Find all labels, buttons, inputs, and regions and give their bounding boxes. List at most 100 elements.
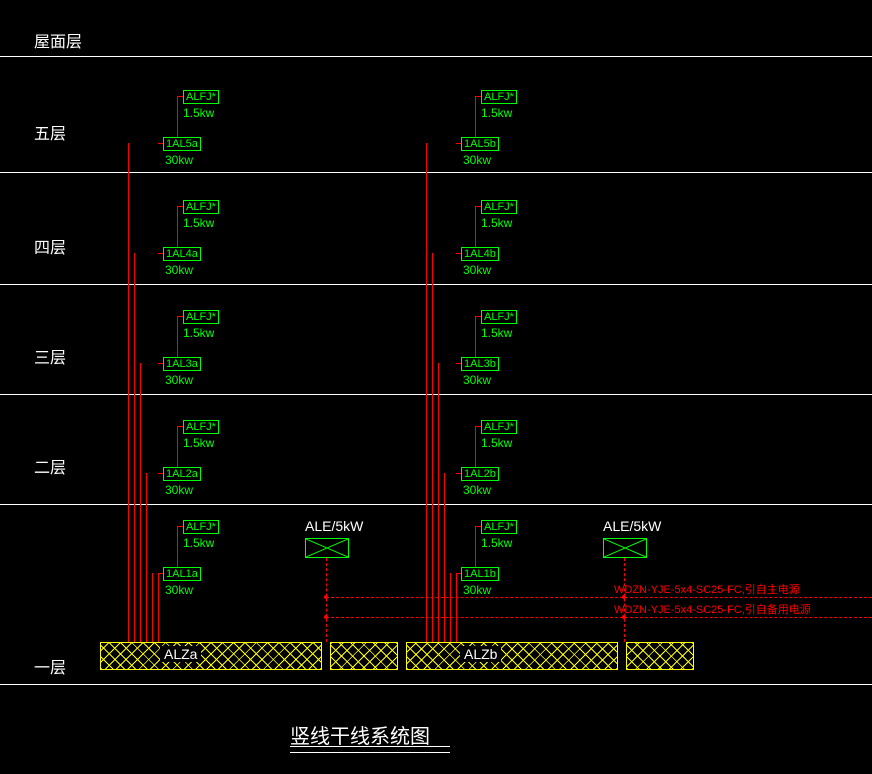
stub-line bbox=[158, 473, 163, 474]
branch-line bbox=[177, 206, 178, 253]
ale-drop bbox=[326, 558, 327, 642]
alfj-box: ALFJ* bbox=[481, 310, 517, 324]
alfj-box: ALFJ* bbox=[481, 420, 517, 434]
bus-bar bbox=[330, 642, 398, 670]
alfj-kw: 1.5kw bbox=[183, 106, 214, 120]
branch-line bbox=[177, 526, 183, 527]
branch-line bbox=[475, 206, 481, 207]
bus-bar bbox=[406, 642, 618, 670]
al-kw: 30kw bbox=[165, 583, 193, 597]
cable-label: WDZN-YJE-5x4-SC25-FC,引自备用电源 bbox=[614, 601, 811, 617]
stub-line bbox=[456, 143, 461, 144]
branch-line bbox=[475, 316, 481, 317]
branch-line bbox=[475, 426, 476, 473]
floor-label: 屋面层 bbox=[34, 28, 82, 52]
alfj-kw: 1.5kw bbox=[481, 536, 512, 550]
al-kw: 30kw bbox=[463, 263, 491, 277]
stub-line bbox=[456, 253, 461, 254]
bus-bar bbox=[626, 642, 694, 670]
bus-bar bbox=[100, 642, 322, 670]
branch-line bbox=[177, 206, 183, 207]
al-kw: 30kw bbox=[165, 263, 193, 277]
ale-label: ALE/5kW bbox=[603, 518, 661, 534]
alfj-kw: 1.5kw bbox=[183, 216, 214, 230]
stub-line bbox=[158, 363, 163, 364]
alfj-kw: 1.5kw bbox=[481, 436, 512, 450]
riser-line bbox=[456, 573, 457, 642]
al-kw: 30kw bbox=[463, 153, 491, 167]
branch-line bbox=[475, 316, 476, 363]
stub-line bbox=[456, 363, 461, 364]
branch-line bbox=[177, 96, 183, 97]
alfj-box: ALFJ* bbox=[183, 310, 219, 324]
alfj-box: ALFJ* bbox=[183, 520, 219, 534]
branch-line bbox=[475, 426, 481, 427]
al-kw: 30kw bbox=[165, 373, 193, 387]
ale-drop bbox=[624, 558, 625, 642]
floor-divider bbox=[0, 56, 872, 57]
ale-box bbox=[603, 538, 647, 558]
al-box: 1AL2b bbox=[461, 467, 499, 481]
al-box: 1AL3a bbox=[163, 357, 201, 371]
ale-label: ALE/5kW bbox=[305, 518, 363, 534]
floor-divider bbox=[0, 684, 872, 685]
alfj-kw: 1.5kw bbox=[481, 216, 512, 230]
riser-line bbox=[140, 363, 141, 642]
ale-box bbox=[305, 538, 349, 558]
bus-label: ALZb bbox=[460, 646, 501, 662]
junction-dot bbox=[324, 595, 328, 599]
branch-line bbox=[177, 426, 178, 473]
al-kw: 30kw bbox=[165, 153, 193, 167]
riser-line bbox=[128, 143, 129, 642]
stub-line bbox=[158, 253, 163, 254]
alfj-kw: 1.5kw bbox=[481, 106, 512, 120]
floor-divider bbox=[0, 172, 872, 173]
stub-line bbox=[456, 473, 461, 474]
floor-label: 一层 bbox=[34, 654, 66, 678]
alfj-box: ALFJ* bbox=[481, 200, 517, 214]
riser-line bbox=[438, 363, 439, 642]
alfj-box: ALFJ* bbox=[183, 420, 219, 434]
bus-label: ALZa bbox=[160, 646, 201, 662]
junction-dot bbox=[622, 595, 626, 599]
floor-divider bbox=[0, 394, 872, 395]
al-box: 1AL5b bbox=[461, 137, 499, 151]
riser-line bbox=[450, 573, 451, 642]
stub-line bbox=[456, 573, 461, 574]
al-box: 1AL1a bbox=[163, 567, 201, 581]
cable-label: WDZN-YJE-5x4-SC25-FC,引自主电源 bbox=[614, 581, 800, 597]
al-box: 1AL3b bbox=[461, 357, 499, 371]
alfj-box: ALFJ* bbox=[183, 200, 219, 214]
cable-line bbox=[326, 597, 872, 598]
cable-line bbox=[326, 617, 872, 618]
branch-line bbox=[475, 526, 481, 527]
diagram-title: 竖线干线系统图 bbox=[290, 720, 430, 749]
junction-dot bbox=[324, 615, 328, 619]
branch-line bbox=[475, 206, 476, 253]
floor-label: 三层 bbox=[34, 344, 66, 368]
riser-line bbox=[152, 573, 153, 642]
branch-line bbox=[177, 526, 178, 573]
riser-line bbox=[146, 473, 147, 642]
floor-label: 四层 bbox=[34, 234, 66, 258]
alfj-kw: 1.5kw bbox=[183, 436, 214, 450]
al-box: 1AL4b bbox=[461, 247, 499, 261]
riser-line bbox=[158, 573, 159, 642]
branch-line bbox=[475, 96, 476, 143]
stub-line bbox=[158, 143, 163, 144]
al-kw: 30kw bbox=[463, 483, 491, 497]
alfj-box: ALFJ* bbox=[183, 90, 219, 104]
branch-line bbox=[475, 526, 476, 573]
al-kw: 30kw bbox=[165, 483, 193, 497]
alfj-kw: 1.5kw bbox=[481, 326, 512, 340]
al-box: 1AL1b bbox=[461, 567, 499, 581]
al-box: 1AL5a bbox=[163, 137, 201, 151]
al-box: 1AL4a bbox=[163, 247, 201, 261]
stub-line bbox=[158, 573, 163, 574]
branch-line bbox=[177, 316, 183, 317]
alfj-box: ALFJ* bbox=[481, 520, 517, 534]
floor-divider bbox=[0, 504, 872, 505]
title-underline bbox=[290, 746, 450, 747]
branch-line bbox=[177, 426, 183, 427]
alfj-box: ALFJ* bbox=[481, 90, 517, 104]
